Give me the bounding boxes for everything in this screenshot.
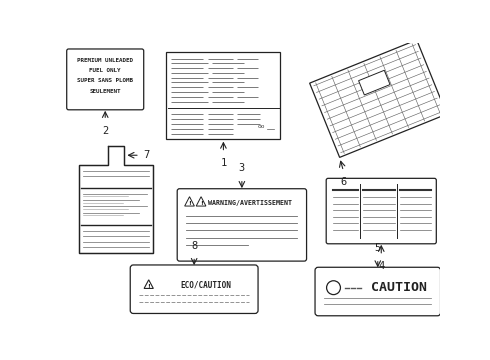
Text: 8: 8 (191, 241, 197, 251)
FancyBboxPatch shape (326, 178, 436, 244)
PathPatch shape (79, 145, 152, 253)
FancyBboxPatch shape (177, 189, 307, 261)
Text: oo: oo (257, 124, 265, 129)
Polygon shape (185, 197, 195, 206)
Text: 4: 4 (378, 261, 384, 271)
Polygon shape (310, 40, 447, 157)
Polygon shape (359, 70, 390, 95)
Bar (167, 53, 280, 139)
Text: !: ! (188, 201, 191, 206)
Circle shape (326, 281, 341, 294)
Text: 7: 7 (144, 150, 150, 160)
Text: CAUTION: CAUTION (371, 281, 427, 294)
Text: 6: 6 (341, 177, 346, 186)
Text: FUEL ONLY: FUEL ONLY (90, 68, 121, 73)
Text: WARNING/AVERTISSEMENT: WARNING/AVERTISSEMENT (208, 199, 292, 206)
Polygon shape (196, 197, 206, 206)
Polygon shape (144, 280, 153, 288)
Text: 1: 1 (220, 158, 226, 168)
Text: !: ! (147, 284, 150, 289)
Text: SEULEMENT: SEULEMENT (90, 89, 121, 94)
Text: 2: 2 (102, 126, 108, 136)
Text: PREMIUM UNLEADED: PREMIUM UNLEADED (77, 58, 133, 63)
Text: !: ! (199, 201, 202, 206)
FancyBboxPatch shape (130, 265, 258, 314)
Text: ECO/CAUTION: ECO/CAUTION (180, 281, 231, 290)
Text: 5: 5 (375, 243, 381, 253)
FancyBboxPatch shape (67, 49, 144, 110)
Text: 3: 3 (239, 163, 245, 173)
Text: SUPER SANS PLOMB: SUPER SANS PLOMB (77, 78, 133, 84)
FancyBboxPatch shape (315, 267, 441, 316)
